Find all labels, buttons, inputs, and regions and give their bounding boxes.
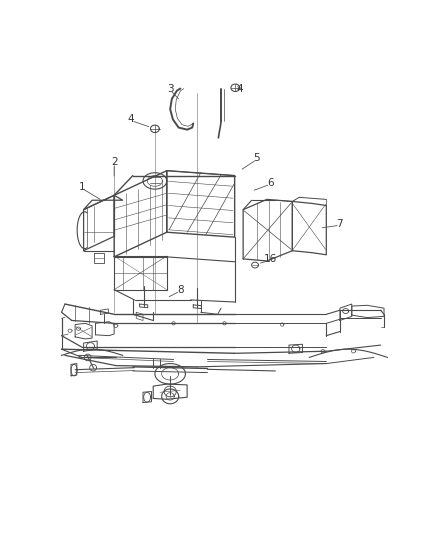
Text: 2: 2 (111, 157, 117, 167)
Text: 4: 4 (237, 84, 243, 94)
Text: 3: 3 (167, 84, 173, 94)
Text: 16: 16 (264, 254, 277, 264)
Text: 4: 4 (128, 115, 134, 124)
Text: 8: 8 (177, 285, 184, 295)
Text: 1: 1 (78, 182, 85, 192)
Text: 5: 5 (254, 154, 260, 163)
Text: 7: 7 (336, 219, 343, 229)
Text: 6: 6 (267, 178, 274, 188)
